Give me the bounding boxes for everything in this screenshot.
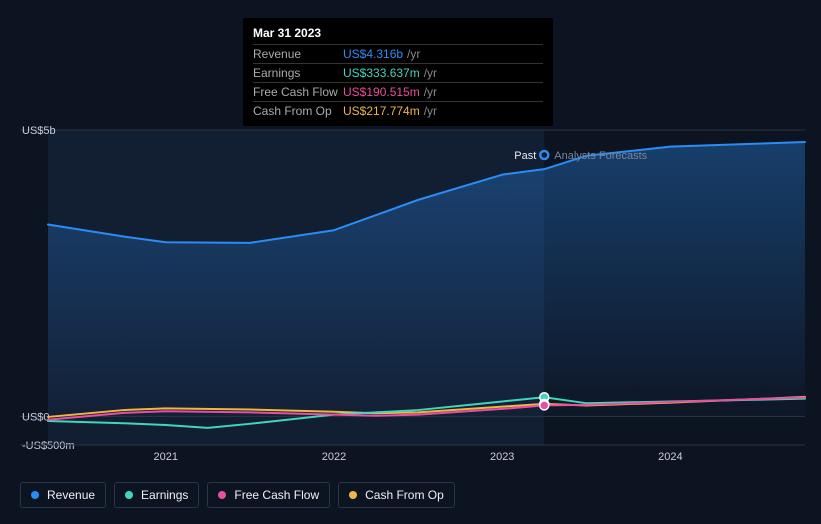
legend-label: Free Cash Flow (234, 488, 319, 502)
tooltip-row-label: Earnings (253, 66, 343, 80)
tooltip-row-value: US$4.316b (343, 47, 403, 61)
divider-label-past: Past (514, 150, 536, 162)
legend-item-revenue[interactable]: Revenue (20, 482, 106, 508)
tooltip-row-unit: /yr (424, 85, 437, 99)
tooltip-row: Cash From OpUS$217.774m/yr (253, 101, 543, 120)
x-axis-label: 2022 (322, 451, 346, 463)
legend-item-earnings[interactable]: Earnings (114, 482, 199, 508)
legend-dot-icon (31, 491, 39, 499)
tooltip-row-unit: /yr (407, 47, 420, 61)
tooltip-row-value: US$190.515m (343, 85, 420, 99)
tooltip-row-label: Cash From Op (253, 104, 343, 118)
hover-marker-free_cash_flow (540, 401, 549, 410)
y-axis-label: US$0 (22, 411, 50, 423)
tooltip-row-label: Free Cash Flow (253, 85, 343, 99)
financial-chart: US$5b US$0 -US$500m 2021 2022 2023 2024 Past Ana… (0, 0, 821, 524)
legend-item-free_cash_flow[interactable]: Free Cash Flow (207, 482, 330, 508)
x-axis-label: 2023 (490, 451, 514, 463)
tooltip-row: EarningsUS$333.637m/yr (253, 63, 543, 82)
legend-label: Cash From Op (365, 488, 444, 502)
tooltip-row-unit: /yr (424, 66, 437, 80)
tooltip-row-value: US$333.637m (343, 66, 420, 80)
tooltip-row-unit: /yr (424, 104, 437, 118)
legend-dot-icon (125, 491, 133, 499)
x-axis-label: 2024 (658, 451, 682, 463)
x-axis-label: 2021 (154, 451, 178, 463)
legend-item-cash_from_op[interactable]: Cash From Op (338, 482, 455, 508)
divider-marker (540, 151, 548, 159)
divider-label-forecast: Analysts Forecasts (554, 150, 647, 162)
tooltip-row-value: US$217.774m (343, 104, 420, 118)
y-axis-label: US$5b (22, 125, 56, 137)
tooltip-row: RevenueUS$4.316b/yr (253, 44, 543, 63)
y-axis-label: -US$500m (22, 440, 75, 452)
tooltip-row-label: Revenue (253, 47, 343, 61)
tooltip-date: Mar 31 2023 (253, 24, 543, 44)
chart-tooltip: Mar 31 2023 RevenueUS$4.316b/yrEarningsU… (243, 18, 553, 126)
tooltip-row: Free Cash FlowUS$190.515m/yr (253, 82, 543, 101)
legend-dot-icon (218, 491, 226, 499)
legend-label: Revenue (47, 488, 95, 502)
legend-label: Earnings (141, 488, 188, 502)
legend-dot-icon (349, 491, 357, 499)
chart-legend: Revenue Earnings Free Cash Flow Cash From O… (20, 482, 455, 508)
